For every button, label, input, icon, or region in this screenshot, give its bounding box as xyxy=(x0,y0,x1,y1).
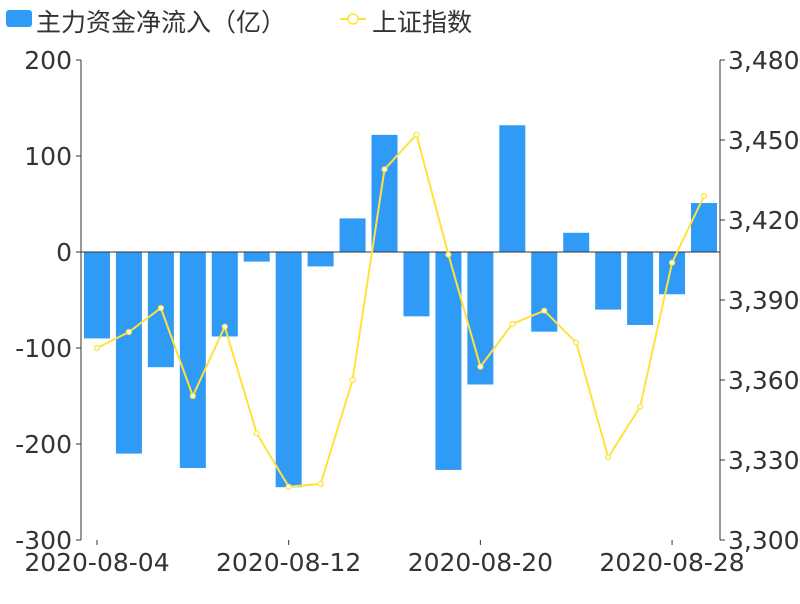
bar-2020-08-27 xyxy=(627,252,654,325)
bar-2020-08-12 xyxy=(275,252,302,488)
y-left-tick-label: 0 xyxy=(56,238,72,267)
y-right-tick-label: 3,390 xyxy=(728,286,800,315)
plot-area: 200 100 0 -100 -200 -300 3,480 3,450 3,420 3,390 3… xyxy=(15,46,799,577)
y-left-tick-label: -200 xyxy=(15,430,72,459)
bar-2020-08-21 xyxy=(499,125,526,252)
index-point-2020-08-12 xyxy=(285,483,292,490)
bar-2020-08-26 xyxy=(595,252,622,310)
x-tick-label: 2020-08-04 xyxy=(24,548,169,577)
bar-2020-08-14 xyxy=(339,218,366,252)
y-left-tick-label: 200 xyxy=(24,46,72,75)
y-left-tick-label: -300 xyxy=(15,526,72,555)
bar-2020-08-05 xyxy=(115,252,142,454)
index-line xyxy=(96,132,705,488)
bar-2020-08-07 xyxy=(179,252,206,468)
legend-swatch-bar xyxy=(6,10,32,27)
index-point-2020-08-28 xyxy=(668,259,676,266)
y-left-tick-label: 100 xyxy=(24,142,72,171)
y-right-tick-label: 3,420 xyxy=(728,206,800,235)
legend-label-net-inflow: 主力资金净流入（亿） xyxy=(36,8,286,37)
x-tick-label: 2020-08-28 xyxy=(599,548,744,577)
index-point-2020-08-17 xyxy=(381,166,388,173)
legend-swatch-line xyxy=(340,13,366,25)
index-point-2020-08-11 xyxy=(253,430,260,437)
index-point-2020-08-05 xyxy=(125,328,133,336)
bar-2020-08-13 xyxy=(307,252,334,267)
bar-2020-08-31 xyxy=(691,203,718,252)
index-point-2020-08-14 xyxy=(349,376,356,384)
bar-2020-08-11 xyxy=(243,252,270,262)
index-point-2020-08-24 xyxy=(541,307,548,314)
bar-2020-08-18 xyxy=(403,252,430,317)
index-point-2020-08-20 xyxy=(477,363,484,370)
bar-2020-08-28 xyxy=(659,252,686,295)
index-point-2020-08-07 xyxy=(189,392,196,400)
index-point-2020-08-26 xyxy=(605,454,612,461)
index-point-2020-08-10 xyxy=(221,323,228,330)
index-point-2020-08-19 xyxy=(445,251,452,258)
legend-label-index: 上证指数 xyxy=(372,8,472,37)
index-point-2020-08-04 xyxy=(93,344,101,352)
index-point-2020-08-27 xyxy=(637,403,644,410)
x-tick-label: 2020-08-12 xyxy=(216,548,361,577)
bar-2020-08-20 xyxy=(467,252,494,385)
bar-2020-08-25 xyxy=(563,232,590,252)
index-point-2020-08-25 xyxy=(573,339,580,346)
y-right-tick-label: 3,330 xyxy=(728,446,800,475)
index-point-2020-08-31 xyxy=(700,192,708,200)
bar-2020-08-10 xyxy=(211,252,238,337)
y-right-tick-label: 3,480 xyxy=(728,46,800,75)
y-left-tick-label: -100 xyxy=(15,334,72,363)
legend[interactable]: 主力资金净流入（亿） 上证指数 xyxy=(6,8,472,37)
index-point-2020-08-18 xyxy=(413,131,420,138)
bar-2020-08-04 xyxy=(83,252,110,339)
index-point-2020-08-06 xyxy=(157,304,164,312)
y-right-tick-label: 3,300 xyxy=(728,526,800,555)
y-right-tick-label: 3,450 xyxy=(728,126,800,155)
x-tick-label: 2020-08-20 xyxy=(408,548,553,577)
index-point-2020-08-13 xyxy=(317,480,324,488)
index-point-2020-08-21 xyxy=(509,320,516,328)
y-right-tick-label: 3,360 xyxy=(728,366,800,395)
